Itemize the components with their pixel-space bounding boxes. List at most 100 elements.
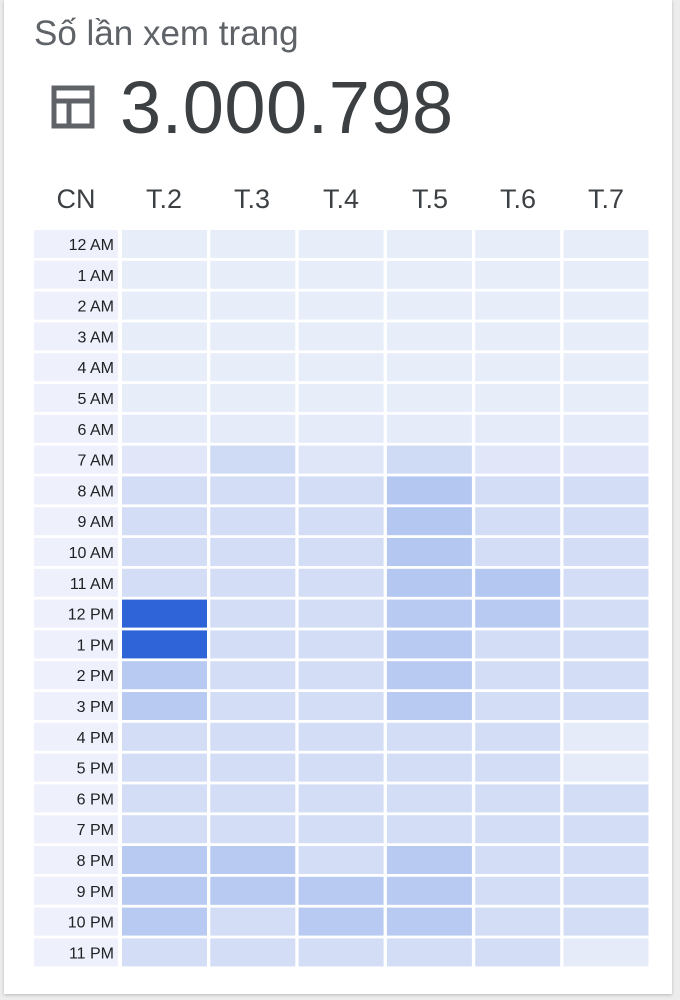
heatmap-cell[interactable] (386, 230, 472, 258)
heatmap-cell[interactable] (386, 661, 472, 690)
heatmap-cell[interactable] (298, 568, 384, 597)
heatmap-cell[interactable] (122, 260, 207, 289)
heatmap-cell[interactable] (210, 260, 296, 289)
heatmap-cell[interactable] (298, 815, 384, 844)
heatmap-cell[interactable] (386, 784, 472, 813)
heatmap-cell[interactable] (122, 414, 207, 443)
heatmap-cell[interactable] (210, 630, 296, 659)
heatmap-cell[interactable] (475, 260, 561, 289)
heatmap-cell[interactable] (386, 291, 472, 320)
heatmap-cell[interactable] (298, 692, 384, 720)
heatmap-cell[interactable] (475, 322, 561, 351)
heatmap-cell[interactable] (386, 846, 472, 874)
heatmap-cell[interactable] (122, 291, 207, 320)
heatmap-cell[interactable] (475, 568, 561, 597)
heatmap-cell[interactable] (563, 384, 649, 412)
heatmap-cell[interactable] (298, 538, 384, 566)
heatmap-cell[interactable] (298, 260, 384, 289)
heatmap-cell[interactable] (475, 414, 561, 443)
heatmap-cell[interactable] (210, 538, 296, 566)
heatmap-cell[interactable] (122, 568, 207, 597)
heatmap-cell[interactable] (298, 476, 384, 505)
heatmap-cell[interactable] (386, 538, 472, 566)
heatmap-cell[interactable] (563, 692, 649, 720)
heatmap-cell[interactable] (563, 599, 649, 628)
heatmap-cell[interactable] (122, 753, 207, 782)
heatmap-cell[interactable] (475, 384, 561, 412)
heatmap-cell[interactable] (563, 353, 649, 382)
heatmap-cell[interactable] (386, 322, 472, 351)
heatmap-cell[interactable] (298, 384, 384, 412)
heatmap-cell[interactable] (386, 599, 472, 628)
heatmap-cell[interactable] (386, 568, 472, 597)
heatmap-cell[interactable] (122, 846, 207, 874)
heatmap-cell[interactable] (475, 661, 561, 690)
heatmap-cell[interactable] (563, 414, 649, 443)
heatmap-cell[interactable] (210, 784, 296, 813)
heatmap-cell[interactable] (475, 722, 561, 751)
heatmap-cell[interactable] (475, 445, 561, 474)
heatmap-cell[interactable] (210, 692, 296, 720)
heatmap-cell[interactable] (298, 661, 384, 690)
heatmap-cell[interactable] (475, 938, 561, 967)
heatmap-cell[interactable] (210, 661, 296, 690)
heatmap-cell[interactable] (122, 476, 207, 505)
heatmap-cell[interactable] (386, 476, 472, 505)
heatmap-cell[interactable] (386, 907, 472, 936)
heatmap-cell[interactable] (298, 846, 384, 874)
heatmap-cell[interactable] (210, 322, 296, 351)
heatmap-cell[interactable] (298, 938, 384, 967)
heatmap-cell[interactable] (210, 507, 296, 536)
heatmap-cell[interactable] (122, 538, 207, 566)
heatmap-cell[interactable] (298, 907, 384, 936)
heatmap-cell[interactable] (210, 353, 296, 382)
heatmap-cell[interactable] (386, 260, 472, 289)
heatmap-cell[interactable] (475, 630, 561, 659)
heatmap-cell[interactable] (563, 753, 649, 782)
heatmap-cell[interactable] (122, 938, 207, 967)
heatmap-cell[interactable] (475, 876, 561, 905)
heatmap-cell[interactable] (122, 876, 207, 905)
heatmap-cell[interactable] (563, 568, 649, 597)
heatmap-cell[interactable] (563, 538, 649, 566)
heatmap-cell[interactable] (563, 230, 649, 258)
heatmap-cell[interactable] (563, 507, 649, 536)
heatmap-cell[interactable] (386, 414, 472, 443)
heatmap-cell[interactable] (475, 907, 561, 936)
heatmap-cell[interactable] (210, 445, 296, 474)
heatmap-cell[interactable] (122, 445, 207, 474)
heatmap-cell[interactable] (563, 907, 649, 936)
heatmap-cell[interactable] (563, 846, 649, 874)
heatmap-cell[interactable] (122, 384, 207, 412)
heatmap-cell[interactable] (298, 753, 384, 782)
heatmap-cell[interactable] (386, 722, 472, 751)
heatmap-cell[interactable] (298, 322, 384, 351)
heatmap-cell[interactable] (563, 661, 649, 690)
heatmap-cell[interactable] (475, 846, 561, 874)
heatmap-cell[interactable] (386, 815, 472, 844)
heatmap-cell[interactable] (563, 445, 649, 474)
heatmap-cell[interactable] (210, 568, 296, 597)
heatmap-cell[interactable] (475, 230, 561, 258)
heatmap-cell[interactable] (475, 815, 561, 844)
heatmap-cell[interactable] (386, 384, 472, 412)
heatmap-cell[interactable] (122, 230, 207, 258)
heatmap-cell[interactable] (210, 846, 296, 874)
heatmap-cell[interactable] (122, 322, 207, 351)
heatmap-cell[interactable] (122, 661, 207, 690)
heatmap-cell[interactable] (210, 230, 296, 258)
heatmap-cell[interactable] (563, 815, 649, 844)
heatmap-cell[interactable] (298, 630, 384, 659)
heatmap-cell[interactable] (563, 260, 649, 289)
heatmap-cell[interactable] (122, 599, 207, 628)
heatmap-cell[interactable] (122, 630, 207, 659)
heatmap-cell[interactable] (386, 876, 472, 905)
heatmap-cell[interactable] (386, 630, 472, 659)
heatmap-cell[interactable] (298, 876, 384, 905)
heatmap-cell[interactable] (298, 507, 384, 536)
heatmap-cell[interactable] (298, 353, 384, 382)
heatmap-cell[interactable] (298, 445, 384, 474)
heatmap-cell[interactable] (386, 507, 472, 536)
heatmap-cell[interactable] (563, 938, 649, 967)
heatmap-cell[interactable] (210, 876, 296, 905)
